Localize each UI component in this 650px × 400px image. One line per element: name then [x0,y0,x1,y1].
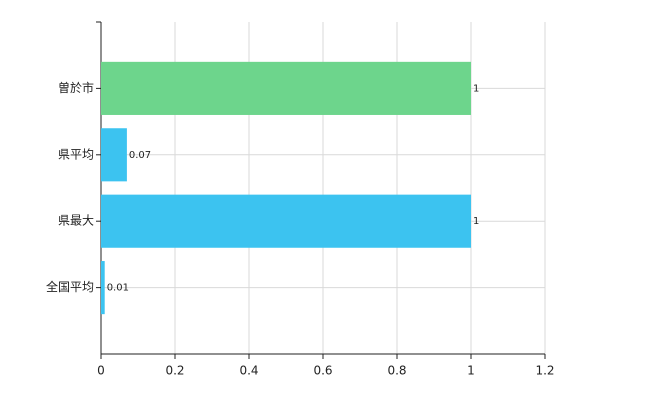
x-tick-label: 0.8 [387,364,406,378]
value-label: 0.01 [107,283,129,294]
bar [101,61,471,115]
x-tick-label: 1.2 [535,364,554,378]
x-tick-label: 0.2 [165,364,184,378]
x-tick-label: 1 [467,364,475,378]
value-label: 0.07 [129,150,151,161]
value-label: 1 [473,216,479,227]
x-tick-label: 0.4 [239,364,258,378]
x-tick-label: 0 [97,364,105,378]
y-tick-label: 全国平均 [46,279,94,294]
bar [101,261,105,315]
x-tick-label: 0.6 [313,364,332,378]
bar [101,128,127,182]
y-tick-label: 県最大 [58,214,94,228]
value-label: 1 [473,83,479,94]
y-tick-label: 曽於市 [58,80,94,95]
bar [101,194,471,248]
y-tick-label: 県平均 [58,147,94,161]
